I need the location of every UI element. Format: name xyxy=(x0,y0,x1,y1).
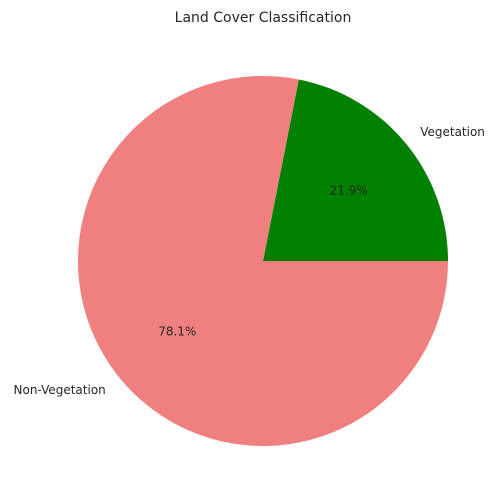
slice-label: Vegetation xyxy=(420,125,485,139)
slice-percent-label: 21.9% xyxy=(330,184,368,198)
chart-title: Land Cover Classification xyxy=(175,10,352,26)
pie-labels: Vegetation 21.9% Non-Vegetation 78.1% xyxy=(14,125,485,397)
slice-percent-label: 78.1% xyxy=(158,324,196,338)
pie-slice-non-vegetation xyxy=(78,76,449,446)
slice-label: Non-Vegetation xyxy=(14,383,106,397)
pie-slices xyxy=(78,76,449,446)
pie-slice-vegetation xyxy=(263,79,448,261)
